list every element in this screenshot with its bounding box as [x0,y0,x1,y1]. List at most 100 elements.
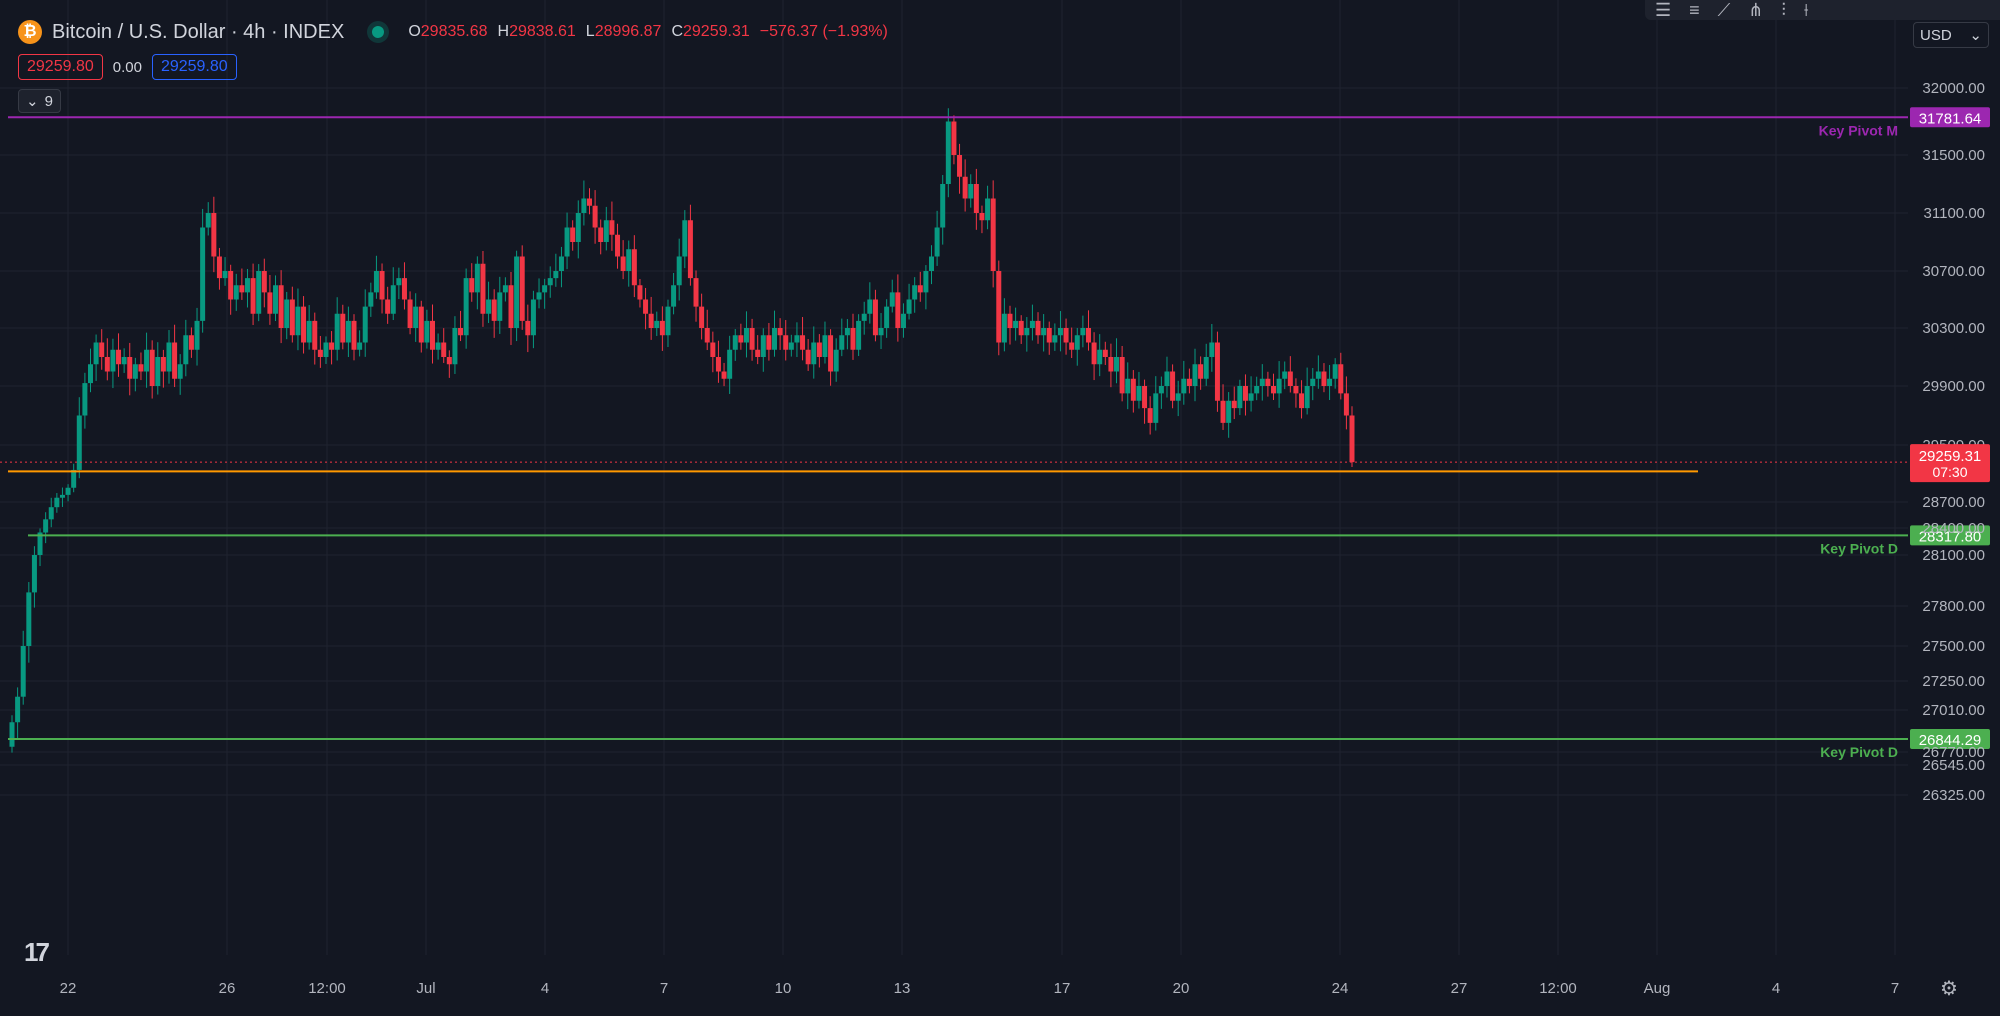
candle-body [284,299,290,328]
indicators-toggle-button[interactable]: ⌄ 9 [18,89,61,113]
candle-body [256,271,262,314]
measure-icon[interactable]: ⫶ [1781,0,1786,20]
buy-price-button[interactable]: 29259.80 [151,54,237,80]
candle-body [749,328,755,350]
candle-body [37,532,43,555]
low-label: L [585,23,595,40]
candle-body [1338,364,1344,394]
candle-body [261,271,267,293]
more-tools-icon[interactable]: ⟊ [1803,0,1809,20]
candle-body [772,328,778,350]
y-axis-tick: 27500.00 [1922,638,1985,655]
candle-body [273,285,279,314]
sell-price-button[interactable]: 29259.80 [18,54,103,80]
horizontal-lines-icon[interactable]: ☰ [1655,0,1672,20]
candle-body [850,328,856,350]
candle-body [1248,393,1254,401]
candle-body [228,271,234,300]
candle-body [1242,386,1248,401]
x-axis-tick: 22 [60,980,77,997]
candle-body [542,285,548,293]
candle-body [1041,328,1047,336]
candle-body [872,299,878,336]
fib-icon[interactable]: ≡ [1689,0,1700,20]
candle-body [665,306,671,336]
candle-body [362,306,368,343]
candle-body [867,299,873,314]
symbol-title[interactable]: Bitcoin / U.S. Dollar · 4h · INDEX [52,20,345,43]
candle-body [1074,335,1080,350]
market-status-icon[interactable] [372,26,385,38]
candle-body [317,349,323,357]
candle-body [715,357,721,372]
candle-body [985,198,991,221]
candle-body [1013,320,1019,328]
candle-body [1332,364,1338,379]
candle-body [805,349,811,365]
candle-body [1198,364,1204,379]
price-label-tag [1910,728,1990,749]
candle-body [385,299,391,314]
candle-body [1282,371,1288,379]
candle-body [912,285,918,300]
chevron-down-icon: ⌄ [1969,27,1982,44]
price-label-tag [1910,107,1990,128]
candle-body [239,285,245,293]
x-axis-tick: 4 [541,980,549,997]
candle-body [188,335,194,350]
candle-body [1029,320,1035,328]
candle-body [592,205,598,228]
candle-body [110,349,116,372]
candle-body [643,299,649,314]
candle-body [1007,313,1013,328]
price-label-text: 26844.29 [1919,732,1982,749]
candle-body [530,299,536,336]
candle-body [783,335,789,350]
candle-body [211,213,217,257]
candle-body [194,320,200,350]
x-axis-tick: 4 [1772,980,1780,997]
pitchfork-icon[interactable]: ⋔ [1748,0,1764,20]
candle-body [172,342,178,379]
candle-body [1287,371,1293,386]
candle-body [497,292,503,321]
trend-line-icon[interactable]: ⟋ [1717,0,1731,20]
candle-body [581,198,587,213]
candle-body [480,263,486,314]
symbol-legend: ₿ Bitcoin / U.S. Dollar · 4h · INDEX O29… [18,20,888,44]
candle-body [1349,415,1355,463]
candle-body [743,328,749,343]
price-label-text: 31781.64 [1919,110,1982,127]
candle-body [155,357,161,386]
tradingview-logo-icon[interactable]: 17 [24,937,50,967]
candle-body [166,342,172,372]
currency-select[interactable]: USD ⌄ [1913,22,1989,48]
candle-body [1046,328,1052,343]
candle-body [917,285,923,293]
candle-body [1170,371,1176,401]
spread-value: 0.00 [112,58,142,76]
candle-body [138,364,144,372]
candle-body [396,278,402,286]
candle-body [59,494,65,498]
candle-body [200,227,206,321]
candle-body [306,320,312,343]
y-axis-tick: 30700.00 [1922,263,1985,280]
candle-body [441,342,447,357]
candle-body [407,299,413,328]
candle-body [177,364,183,379]
candle-body [710,342,716,357]
settings-gear-icon[interactable]: ⚙ [1940,978,1958,1000]
candle-body [1164,371,1170,386]
candle-body [777,328,783,336]
candle-body [928,256,934,271]
candle-body [900,313,906,328]
candle-body [233,285,239,300]
y-axis-tick: 28700.00 [1922,494,1985,511]
candle-body [424,320,430,343]
candle-body [519,256,525,321]
candle-body [1158,386,1164,394]
candle-body [1254,386,1260,394]
